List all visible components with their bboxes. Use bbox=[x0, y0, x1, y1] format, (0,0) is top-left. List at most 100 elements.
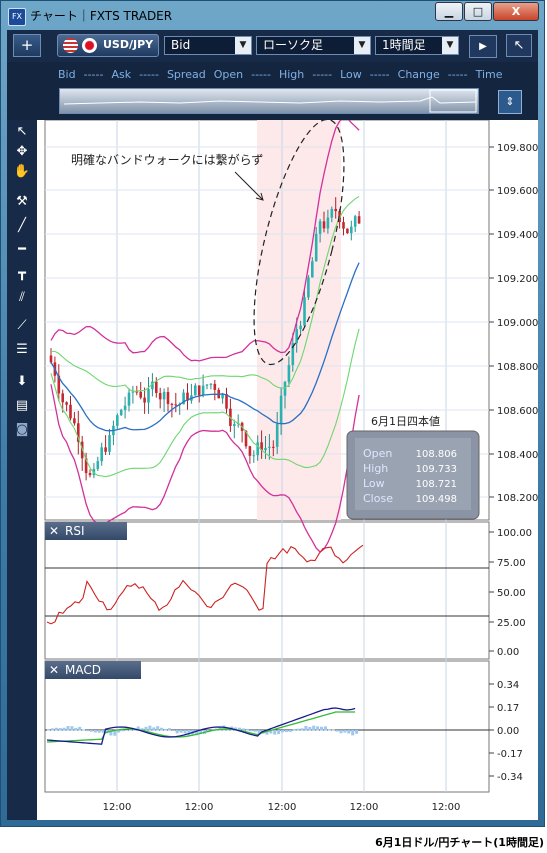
x-tick-label: 12:00 bbox=[268, 802, 297, 813]
candle-body bbox=[84, 458, 88, 474]
bollinger-lower-1 bbox=[50, 328, 360, 478]
macd-histogram-bar bbox=[331, 729, 335, 731]
close-button[interactable]: X bbox=[493, 2, 539, 21]
detach-window-icon[interactable]: ↖ bbox=[506, 34, 532, 57]
candle-body bbox=[307, 277, 310, 298]
horizontal-line-icon[interactable]: ━ bbox=[18, 242, 26, 257]
rsi-panel-tag[interactable]: ✕ RSI bbox=[45, 522, 127, 540]
download-icon[interactable]: ⬇ bbox=[16, 374, 28, 389]
candle-body bbox=[205, 384, 209, 386]
y-tick-label: 108.400 bbox=[497, 450, 538, 461]
candle-body bbox=[330, 208, 334, 218]
macd-histogram-bar bbox=[242, 728, 245, 731]
chart-area[interactable]: 109.800 109.600 109.400 109.200 109.000 108.8… bbox=[37, 117, 538, 820]
macd-panel-tag[interactable]: ✕ MACD bbox=[45, 661, 141, 679]
macd-histogram-bar bbox=[351, 730, 355, 736]
info-label: High bbox=[278, 68, 305, 81]
close-panel-icon[interactable]: ✕ bbox=[49, 524, 60, 538]
macd-histogram-bar bbox=[86, 730, 89, 732]
y-tick-label: 109.200 bbox=[497, 274, 538, 285]
maximize-button[interactable]: □ bbox=[464, 2, 492, 21]
candle-body bbox=[108, 435, 111, 452]
cursor-icon[interactable]: ↖ bbox=[16, 124, 28, 139]
rsi-panel bbox=[44, 521, 490, 660]
price-type-dropdown[interactable]: Bid ▼ bbox=[164, 36, 252, 55]
candle-body bbox=[322, 221, 326, 229]
hammer-icon[interactable]: ⚒ bbox=[16, 194, 28, 209]
title-bar[interactable]: FX チャート｜FXTS TRADER ▁ □ X bbox=[1, 1, 546, 31]
close-panel-icon[interactable]: ✕ bbox=[49, 663, 60, 677]
info-label: Bid bbox=[58, 68, 76, 81]
macd-histogram-bar bbox=[339, 730, 343, 734]
macd-histogram-bar bbox=[167, 728, 171, 731]
ohlc-value: 108.721 bbox=[416, 479, 457, 490]
candle-body bbox=[318, 221, 322, 234]
macd-histogram-bar bbox=[93, 730, 97, 733]
candle-body bbox=[252, 455, 256, 457]
symbol-selector[interactable]: USD/JPY bbox=[57, 34, 159, 57]
price-labels: Bid ----- Ask ----- Spread Open ----- High -----… bbox=[58, 68, 511, 81]
candle-body bbox=[334, 208, 337, 212]
y-tick-label: 109.800 bbox=[497, 143, 538, 154]
macd-histogram-bar bbox=[125, 730, 128, 731]
scroll-toolbar-icon[interactable]: ▶ bbox=[469, 35, 497, 58]
y-tick-label: 109.400 bbox=[497, 230, 538, 241]
info-label: Open bbox=[213, 68, 244, 81]
rsi-label: RSI bbox=[65, 524, 85, 538]
macd-histogram-bar bbox=[74, 728, 78, 731]
macd-histogram-bar bbox=[70, 726, 74, 731]
macd-histogram-bar bbox=[121, 730, 125, 732]
candle-body bbox=[194, 385, 197, 396]
trendline-icon[interactable]: ╱ bbox=[18, 218, 26, 233]
macd-histogram-bar bbox=[66, 726, 70, 731]
candle-body bbox=[326, 217, 330, 229]
info-label: Ask bbox=[111, 68, 132, 81]
channel-icon[interactable]: ⫽ bbox=[19, 290, 25, 305]
candle-body bbox=[96, 461, 100, 469]
crosshair-cursor-icon[interactable]: ✥ bbox=[16, 144, 28, 159]
hand-icon[interactable]: ✋ bbox=[13, 164, 31, 179]
macd-histogram-bar bbox=[175, 730, 179, 734]
macd-histogram-bar bbox=[47, 729, 50, 731]
rsi-tick-label: 50.00 bbox=[497, 588, 526, 599]
y-tick-label: 109.600 bbox=[497, 186, 538, 197]
fibonacci-icon[interactable]: ☰ bbox=[16, 342, 28, 357]
info-label: ----- bbox=[83, 68, 104, 81]
add-chart-button[interactable]: + bbox=[13, 34, 41, 57]
macd-histogram-bar bbox=[82, 729, 86, 731]
macd-histogram-bar bbox=[128, 729, 132, 731]
price-type-value: Bid bbox=[171, 38, 191, 52]
candle-body bbox=[139, 391, 142, 398]
ohlc-title: 6月1日四本値 bbox=[371, 414, 440, 428]
fan-icon[interactable]: ⟋ bbox=[17, 318, 27, 333]
macd-histogram-bar bbox=[273, 730, 277, 735]
candle-body bbox=[162, 392, 166, 400]
info-label: ----- bbox=[139, 68, 159, 81]
info-label: Spread bbox=[166, 68, 206, 81]
macd-histogram-bar bbox=[89, 730, 93, 732]
chart-canvas[interactable]: 109.800 109.600 109.400 109.200 109.000 108.8… bbox=[37, 117, 538, 820]
macd-histogram-bar bbox=[249, 730, 253, 732]
macd-histogram-bar bbox=[308, 726, 312, 731]
overview-line bbox=[63, 89, 477, 113]
candle-body bbox=[49, 355, 53, 363]
macd-histogram-bar bbox=[277, 730, 281, 735]
timeframe-dropdown[interactable]: 1時間足 ▼ bbox=[375, 36, 459, 55]
minimize-button[interactable]: ▁ bbox=[435, 2, 463, 21]
ohlc-label: High bbox=[363, 462, 388, 475]
camera-icon[interactable]: ◙ bbox=[15, 422, 29, 437]
macd-histogram-bar bbox=[117, 730, 121, 733]
overview-navigator[interactable] bbox=[59, 88, 479, 114]
rsi-tick-label: 0.00 bbox=[497, 647, 519, 658]
candle-body bbox=[283, 381, 287, 396]
chart-type-dropdown[interactable]: ローソク足 ▼ bbox=[256, 36, 371, 55]
bollinger-mid bbox=[50, 262, 360, 432]
vertical-line-icon[interactable]: ┳ bbox=[18, 266, 26, 281]
list-icon[interactable]: ▤ bbox=[15, 398, 29, 413]
macd-histogram-bar bbox=[148, 725, 152, 731]
x-tick-label: 12:00 bbox=[103, 802, 132, 813]
candle-body bbox=[174, 404, 178, 406]
candle-body bbox=[61, 393, 64, 403]
candle-body bbox=[119, 409, 123, 416]
fit-view-icon[interactable]: ⇕ bbox=[498, 90, 522, 114]
